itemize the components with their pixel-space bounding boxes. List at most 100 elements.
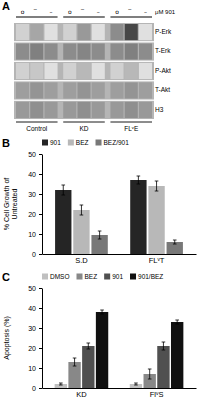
bar-panel: CDMSOBEZ901901/BEZ01020304050KDFlᵛSApopt… [2, 271, 197, 399]
plot-area [55, 310, 184, 388]
y-tick-mark [39, 288, 42, 289]
y-tick-mark [39, 254, 42, 255]
panel-title: B [2, 137, 10, 149]
error-cap [137, 184, 141, 185]
error-bar [155, 181, 159, 191]
error-line [163, 342, 164, 350]
y-tick-mark [39, 214, 42, 215]
figure: Ao̅–o̅–o̅–μM 901P-ErkT-ErkP-AktT-AktH3Co… [0, 0, 200, 404]
y-tick-label: 10 [28, 365, 36, 372]
bar [157, 346, 169, 388]
x-axis-line [43, 388, 197, 389]
band [77, 82, 90, 98]
band [30, 24, 43, 40]
legend: DMSO BEZ 901 901/BEZ [42, 273, 163, 280]
error-line [138, 176, 139, 184]
group-underline [110, 122, 152, 123]
band [30, 63, 43, 79]
band [77, 43, 90, 59]
error-line [149, 369, 150, 379]
legend-item: 901 [104, 273, 123, 280]
error-cap [134, 385, 138, 386]
error-line [102, 310, 103, 314]
error-cap [175, 324, 179, 325]
y-tick: 30 [28, 325, 42, 332]
band [44, 102, 57, 118]
band [110, 102, 123, 118]
x-tick: KD [76, 388, 87, 399]
band [16, 82, 29, 98]
error-cap [59, 383, 63, 384]
error-bar [87, 343, 91, 349]
bar [130, 180, 146, 254]
y-tick-mark [39, 368, 42, 369]
y-tick-mark [39, 234, 42, 235]
y-tick-label: 0 [32, 385, 36, 392]
x-tick: S.D [75, 254, 88, 265]
error-cap [61, 185, 65, 186]
y-tick: 40 [28, 171, 42, 178]
y-tick-mark [39, 328, 42, 329]
error-bar [80, 205, 84, 215]
band [125, 24, 138, 40]
band [44, 63, 57, 79]
row-background [14, 42, 154, 60]
legend-swatch [42, 140, 48, 146]
error-bar [148, 369, 152, 379]
error-line [174, 240, 175, 244]
lane-symbol: o [21, 8, 25, 15]
band [92, 82, 105, 98]
error-cap [148, 379, 152, 380]
cells [14, 23, 154, 119]
x-tick-label: FLᵛT [149, 256, 165, 265]
error-cap [73, 366, 77, 367]
row-label: H3 [155, 106, 164, 113]
lane-symbol: o [68, 8, 72, 15]
error-cap [87, 343, 91, 344]
error-cap [59, 385, 63, 386]
error-line [156, 181, 157, 191]
group-bar [63, 16, 105, 17]
x-tick: FlᵛS [150, 388, 164, 399]
legend-swatch [96, 140, 102, 146]
error-cap [173, 240, 177, 241]
lane-symbol: – [50, 8, 53, 15]
x-axis: S.D FLᵛT [43, 254, 197, 265]
y-tick-mark [39, 348, 42, 349]
band [16, 102, 29, 118]
group-bar [110, 16, 152, 17]
band [30, 43, 43, 59]
legend-swatch [68, 140, 74, 146]
error-cap [80, 215, 84, 216]
error-bar [61, 185, 65, 195]
legend: 901BEZBEZ/901 [42, 139, 129, 146]
error-cap [162, 350, 166, 351]
lane-symbol: – [144, 8, 147, 15]
bar [55, 384, 67, 388]
error-line [81, 205, 82, 215]
lane-symbol: ̅ [80, 9, 85, 10]
legend-item: DMSO [42, 273, 70, 280]
band [125, 82, 138, 98]
band [92, 43, 105, 59]
band [110, 63, 123, 79]
lane-symbol: – [97, 8, 100, 15]
legend-item: 901/BEZ [130, 273, 163, 280]
row-label: T-Erk [155, 47, 171, 54]
bar [167, 242, 183, 254]
error-bar [73, 358, 77, 366]
legend-label: BEZ [85, 273, 98, 280]
band [77, 63, 90, 79]
row-label: T-Akt [155, 86, 170, 93]
band [63, 24, 76, 40]
y-tick-label: 40 [28, 305, 36, 312]
y-axis: 01020304050 [28, 285, 42, 392]
error-cap [134, 383, 138, 384]
error-line [99, 231, 100, 239]
bar [82, 346, 94, 388]
error-line [177, 320, 178, 324]
legend-label: 901 [112, 273, 123, 280]
band [16, 63, 29, 79]
bar-panel: B901BEZBEZ/90101020304050S.DFLᵛT% Cell G… [2, 137, 197, 265]
lane-symbol: o [115, 8, 119, 15]
